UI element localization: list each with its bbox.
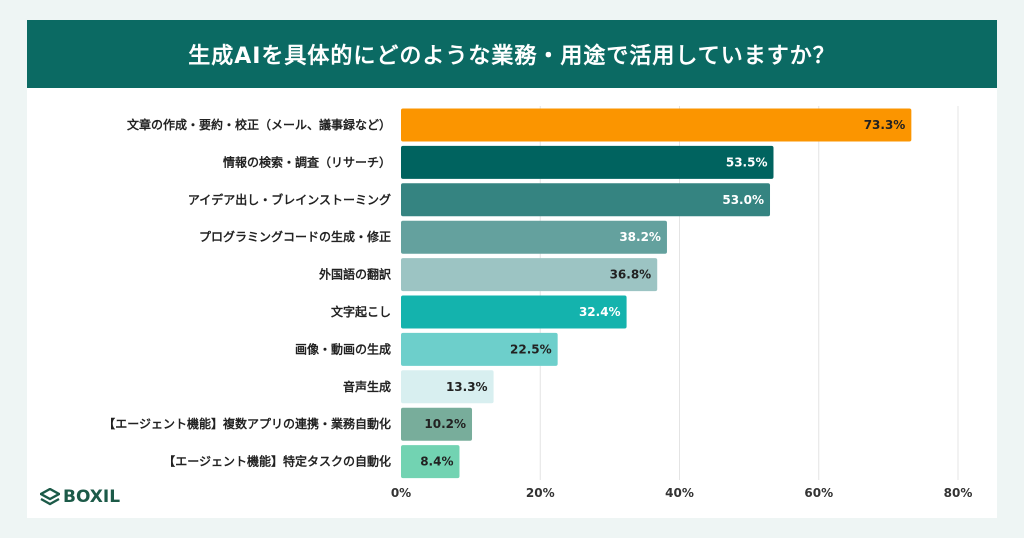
bar: [401, 407, 473, 441]
data-label: 53.5%: [726, 155, 768, 169]
bar: [401, 108, 912, 142]
x-tick-label: 20%: [526, 486, 555, 500]
x-tick-label: 80%: [944, 486, 973, 500]
chart-card: 生成AIを具体的にどのような業務・用途で活用していますか？: [27, 20, 997, 518]
x-tick-label: 40%: [665, 486, 694, 500]
data-label: 10.2%: [424, 417, 466, 431]
bar: [401, 183, 771, 217]
boxil-logo-text: BOXIL: [63, 487, 121, 507]
data-label: 38.2%: [619, 230, 661, 244]
bar: [401, 220, 667, 254]
bar: [401, 295, 627, 329]
category-label: プログラミングコードの生成・修正: [199, 229, 391, 244]
bar: [401, 332, 558, 366]
boxil-logo: BOXIL: [40, 487, 120, 507]
category-label: アイデア出し・ブレインストーミング: [188, 192, 391, 207]
bar: [401, 258, 658, 292]
data-label: 13.3%: [446, 380, 488, 394]
data-label: 36.8%: [610, 268, 652, 282]
category-label: 画像・動画の生成: [295, 341, 391, 356]
category-label: 文字起こし: [331, 304, 391, 319]
bar: [401, 145, 774, 179]
bar: [401, 370, 494, 404]
boxil-logo-icon: [40, 488, 60, 506]
category-label: 【エージェント機能】複数アプリの連携・業務自動化: [103, 416, 391, 431]
category-label: 音声生成: [343, 379, 391, 394]
data-label: 32.4%: [579, 305, 621, 319]
data-label: 53.0%: [722, 193, 764, 207]
category-label: 外国語の翻訳: [319, 267, 392, 282]
category-label: 【エージェント機能】特定タスクの自動化: [163, 454, 391, 469]
x-tick-label: 0%: [391, 486, 411, 500]
chart-title: 生成AIを具体的にどのような業務・用途で活用していますか？: [27, 20, 997, 88]
x-tick-label: 60%: [804, 486, 833, 500]
data-label: 73.3%: [864, 118, 906, 132]
data-label: 22.5%: [510, 342, 552, 356]
category-label: 文章の作成・要約・校正（メール、議事録など）: [127, 117, 391, 132]
bar: [401, 445, 460, 479]
category-label: 情報の検索・調査（リサーチ）: [223, 154, 391, 169]
data-label: 8.4%: [420, 455, 453, 469]
